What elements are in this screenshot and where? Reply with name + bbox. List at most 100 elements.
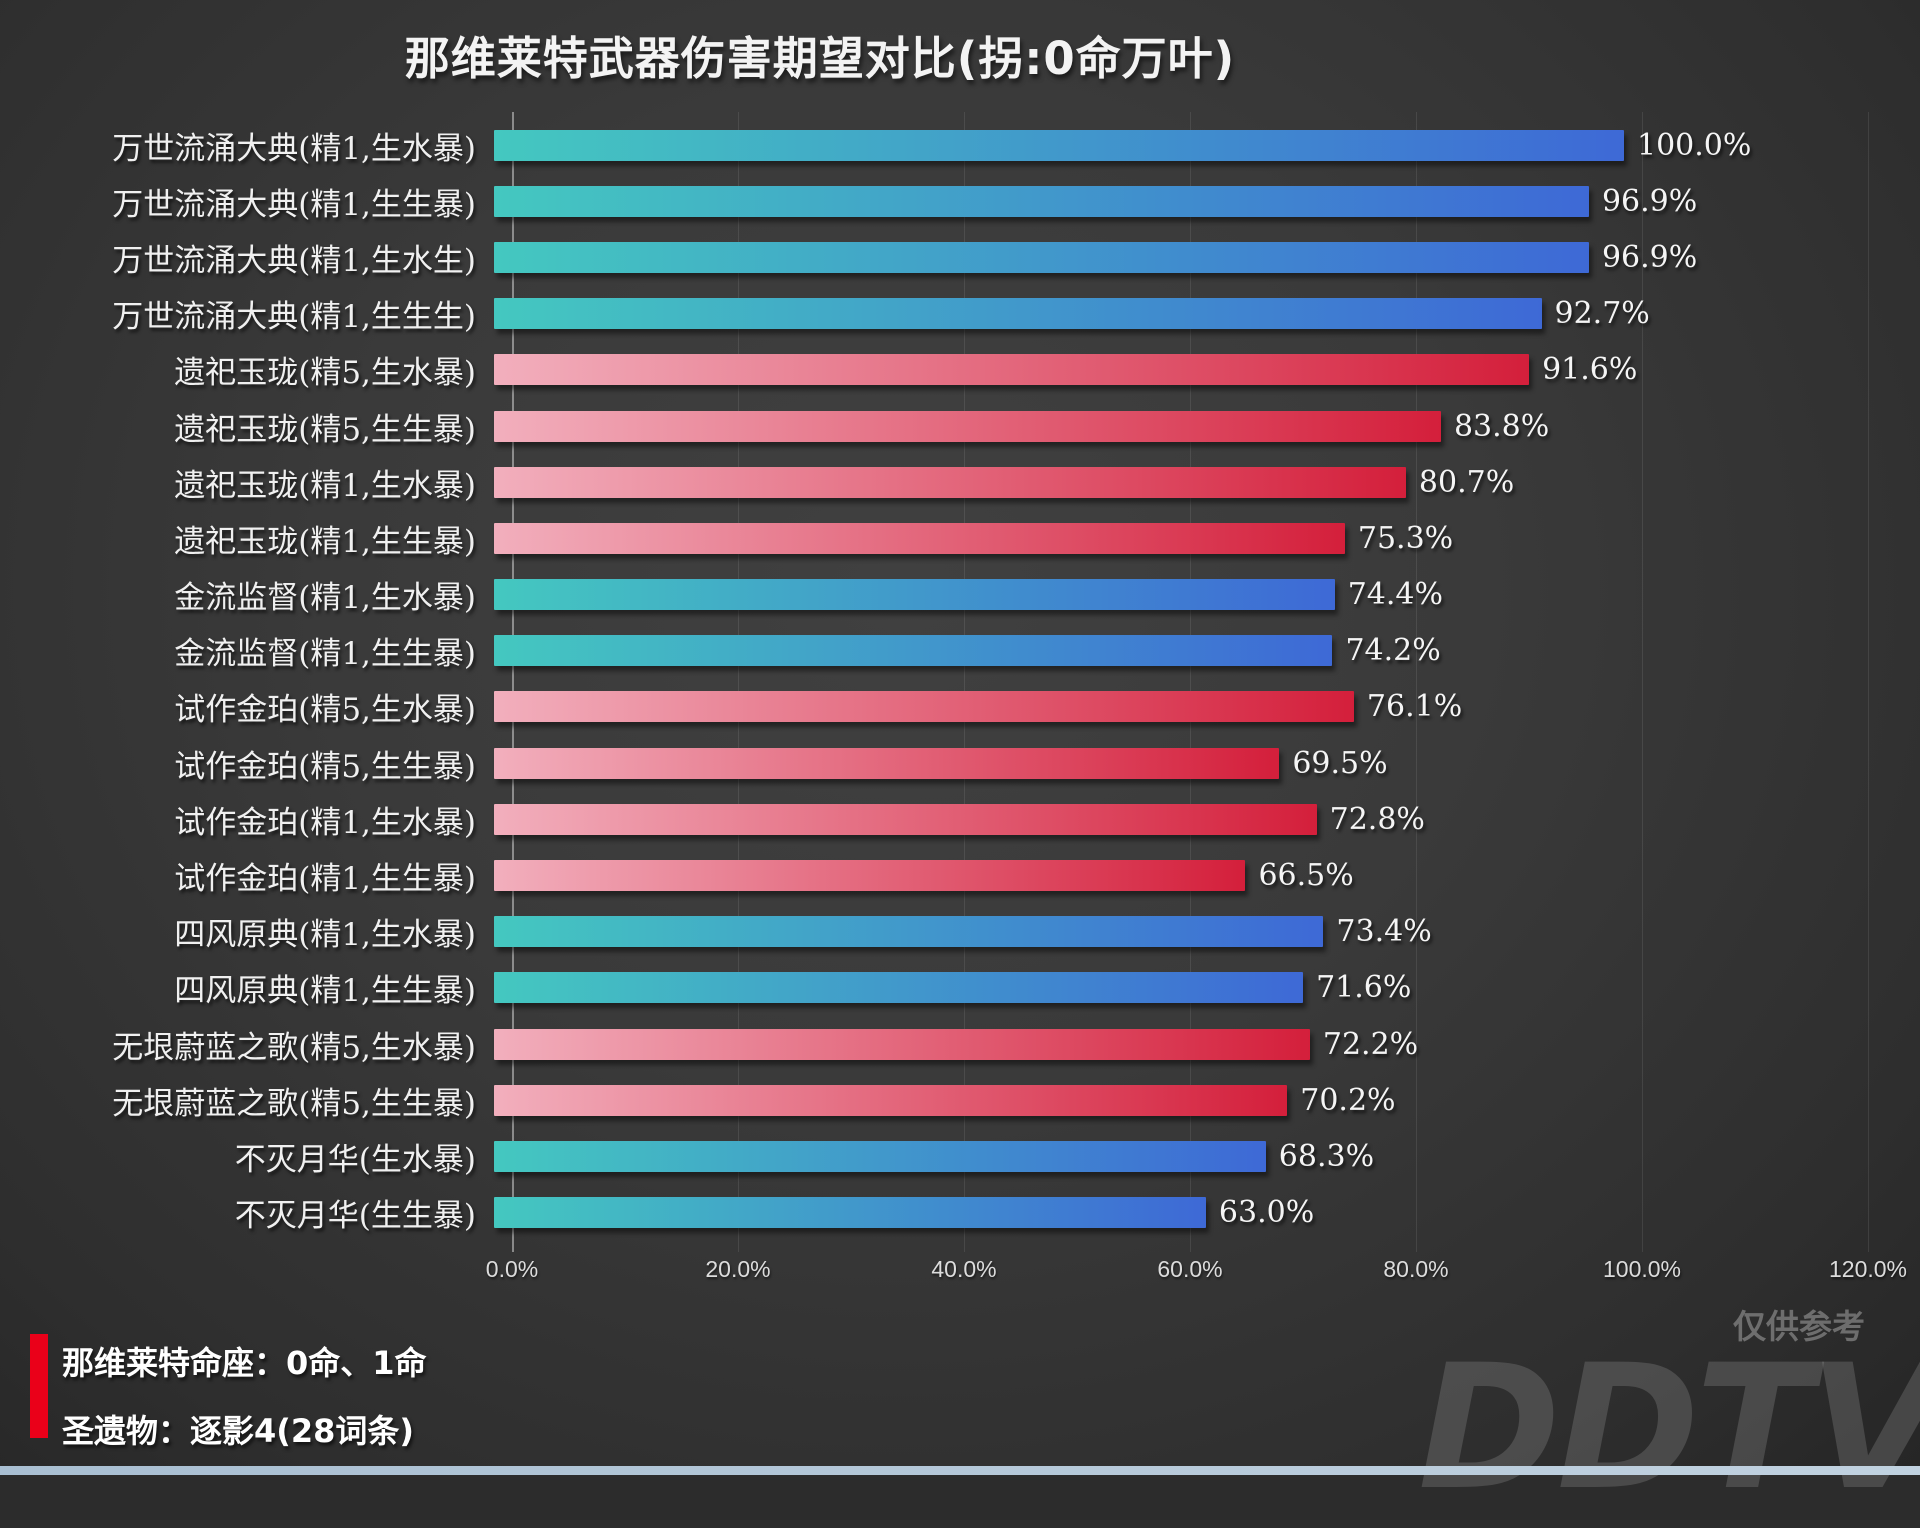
chart-title: 那维莱特武器伤害期望对比(拐:0命万叶) <box>404 32 1236 85</box>
category-label: 万世流涌大典(精1,生生生) <box>112 299 476 336</box>
category-label: 四风原典(精1,生水暴) <box>174 917 476 954</box>
bar-track: 66.5% <box>494 847 1850 903</box>
value-label: 71.6% <box>1316 970 1412 1006</box>
bar-track: 83.8% <box>494 398 1850 454</box>
bar <box>494 972 1304 1004</box>
category-label: 金流监督(精1,生水暴) <box>174 580 476 617</box>
y-axis-line <box>512 112 514 1252</box>
bar-track: 80.7% <box>494 454 1850 510</box>
category-label: 试作金珀(精5,生生暴) <box>174 748 476 785</box>
bar <box>494 635 1333 667</box>
value-label: 70.2% <box>1300 1082 1396 1118</box>
bar-track: 76.1% <box>494 679 1850 735</box>
bar-row: 遗祀玉珑(精5,生水暴) 91.6% <box>0 342 1880 398</box>
x-tick-label: 100.0% <box>1602 1256 1682 1282</box>
category-label: 万世流涌大典(精1,生水暴) <box>112 130 476 167</box>
value-label: 76.1% <box>1366 689 1463 725</box>
bar-track: 71.6% <box>494 960 1850 1016</box>
value-label: 83.8% <box>1453 408 1550 444</box>
bar-track: 96.9% <box>494 229 1850 285</box>
value-label: 100.0% <box>1637 127 1752 163</box>
bar-row: 万世流涌大典(精1,生生暴) 96.9% <box>0 173 1880 229</box>
value-label: 96.9% <box>1601 239 1698 275</box>
bar-row: 万世流涌大典(精1,生生生) 92.7% <box>0 286 1880 342</box>
value-label: 72.8% <box>1329 801 1425 837</box>
gridline <box>1868 112 1869 1252</box>
value-label: 74.4% <box>1347 577 1444 613</box>
bar-track: 75.3% <box>494 510 1850 566</box>
category-label: 遗祀玉珑(精1,生水暴) <box>174 467 476 504</box>
category-label: 无垠蔚蓝之歌(精5,生水暴) <box>112 1029 476 1066</box>
bottom-edge-strip <box>0 1466 1920 1475</box>
bar-rows: 万世流涌大典(精1,生水暴) 100.0% 万世流涌大典(精1,生生暴) 96.… <box>0 117 1880 1241</box>
category-label: 不灭月华(生生暴) <box>234 1198 476 1235</box>
gridline <box>964 112 965 1252</box>
category-label: 遗祀玉珑(精1,生生暴) <box>174 523 476 560</box>
x-axis: 0.0% 20.0% 40.0% 60.0% 80.0% 100.0% 120.0% <box>486 1256 1907 1288</box>
category-label: 四风原典(精1,生生暴) <box>174 973 476 1010</box>
category-label: 万世流涌大典(精1,生生暴) <box>112 186 476 223</box>
bar-track: 74.4% <box>494 567 1850 623</box>
value-label: 96.9% <box>1601 183 1698 219</box>
bar-row: 金流监督(精1,生水暴) 74.4% <box>0 567 1880 623</box>
bar-row: 试作金珀(精5,生生暴) 69.5% <box>0 735 1880 791</box>
bar-row: 试作金珀(精1,生水暴) 72.8% <box>0 791 1880 847</box>
bar <box>494 747 1280 779</box>
value-label: 66.5% <box>1258 858 1354 894</box>
bar <box>494 354 1530 386</box>
category-label: 无垠蔚蓝之歌(精5,生生暴) <box>112 1085 476 1122</box>
bar <box>494 691 1354 723</box>
bar <box>494 803 1317 835</box>
value-label: 69.5% <box>1292 745 1388 781</box>
bar <box>494 860 1246 892</box>
bar-track: 72.2% <box>494 1016 1850 1072</box>
bar <box>494 129 1624 161</box>
value-label: 74.2% <box>1345 633 1441 669</box>
gridline <box>1642 112 1643 1252</box>
bar-row: 遗祀玉珑(精5,生生暴) 83.8% <box>0 398 1880 454</box>
bar-track: 69.5% <box>494 735 1850 791</box>
bar-track: 74.2% <box>494 623 1850 679</box>
bar-row: 试作金珀(精1,生生暴) 66.5% <box>0 847 1880 903</box>
bar-track: 72.8% <box>494 791 1850 847</box>
category-label: 不灭月华(生水暴) <box>234 1141 476 1178</box>
value-label: 91.6% <box>1542 352 1638 388</box>
bar-row: 四风原典(精1,生水暴) 73.4% <box>0 904 1880 960</box>
x-tick-label: 80.0% <box>1383 1256 1449 1282</box>
bar <box>494 466 1406 498</box>
bar-track: 100.0% <box>494 117 1850 173</box>
x-tick-label: 120.0% <box>1828 1256 1908 1282</box>
bar <box>494 1140 1266 1172</box>
value-label: 80.7% <box>1418 464 1515 500</box>
footer-line1: 那维莱特命座：0命、1命 <box>62 1344 427 1382</box>
red-marker <box>30 1334 48 1438</box>
value-label: 73.4% <box>1336 914 1432 950</box>
bar-row: 无垠蔚蓝之歌(精5,生水暴) 72.2% <box>0 1016 1880 1072</box>
bar-row: 无垠蔚蓝之歌(精5,生生暴) 70.2% <box>0 1072 1880 1128</box>
gridline <box>738 112 739 1252</box>
value-label: 63.0% <box>1218 1195 1315 1231</box>
bar-row: 不灭月华(生生暴) 63.0% <box>0 1185 1880 1241</box>
bar <box>494 522 1345 554</box>
bar <box>494 1028 1310 1060</box>
bar-row: 万世流涌大典(精1,生水暴) 100.0% <box>0 117 1880 173</box>
bar <box>494 916 1324 948</box>
x-tick-label: 20.0% <box>705 1256 771 1282</box>
category-label: 遗祀玉珑(精5,生生暴) <box>174 411 476 448</box>
bar <box>494 1084 1288 1116</box>
value-label: 68.3% <box>1278 1138 1375 1174</box>
category-label: 万世流涌大典(精1,生水生) <box>112 242 476 279</box>
category-label: 遗祀玉珑(精5,生水暴) <box>174 355 476 392</box>
bar <box>494 185 1589 217</box>
bar-row: 不灭月华(生水暴) 68.3% <box>0 1128 1880 1184</box>
bar <box>494 241 1589 273</box>
value-label: 72.2% <box>1322 1026 1419 1062</box>
bar-row: 遗祀玉珑(精1,生生暴) 75.3% <box>0 510 1880 566</box>
category-label: 试作金珀(精1,生水暴) <box>174 804 476 841</box>
bar-row: 四风原典(精1,生生暴) 71.6% <box>0 960 1880 1016</box>
gridline <box>1190 112 1191 1252</box>
bar-row: 金流监督(精1,生生暴) 74.2% <box>0 623 1880 679</box>
value-label: 75.3% <box>1357 520 1454 556</box>
bar-track: 70.2% <box>494 1072 1850 1128</box>
